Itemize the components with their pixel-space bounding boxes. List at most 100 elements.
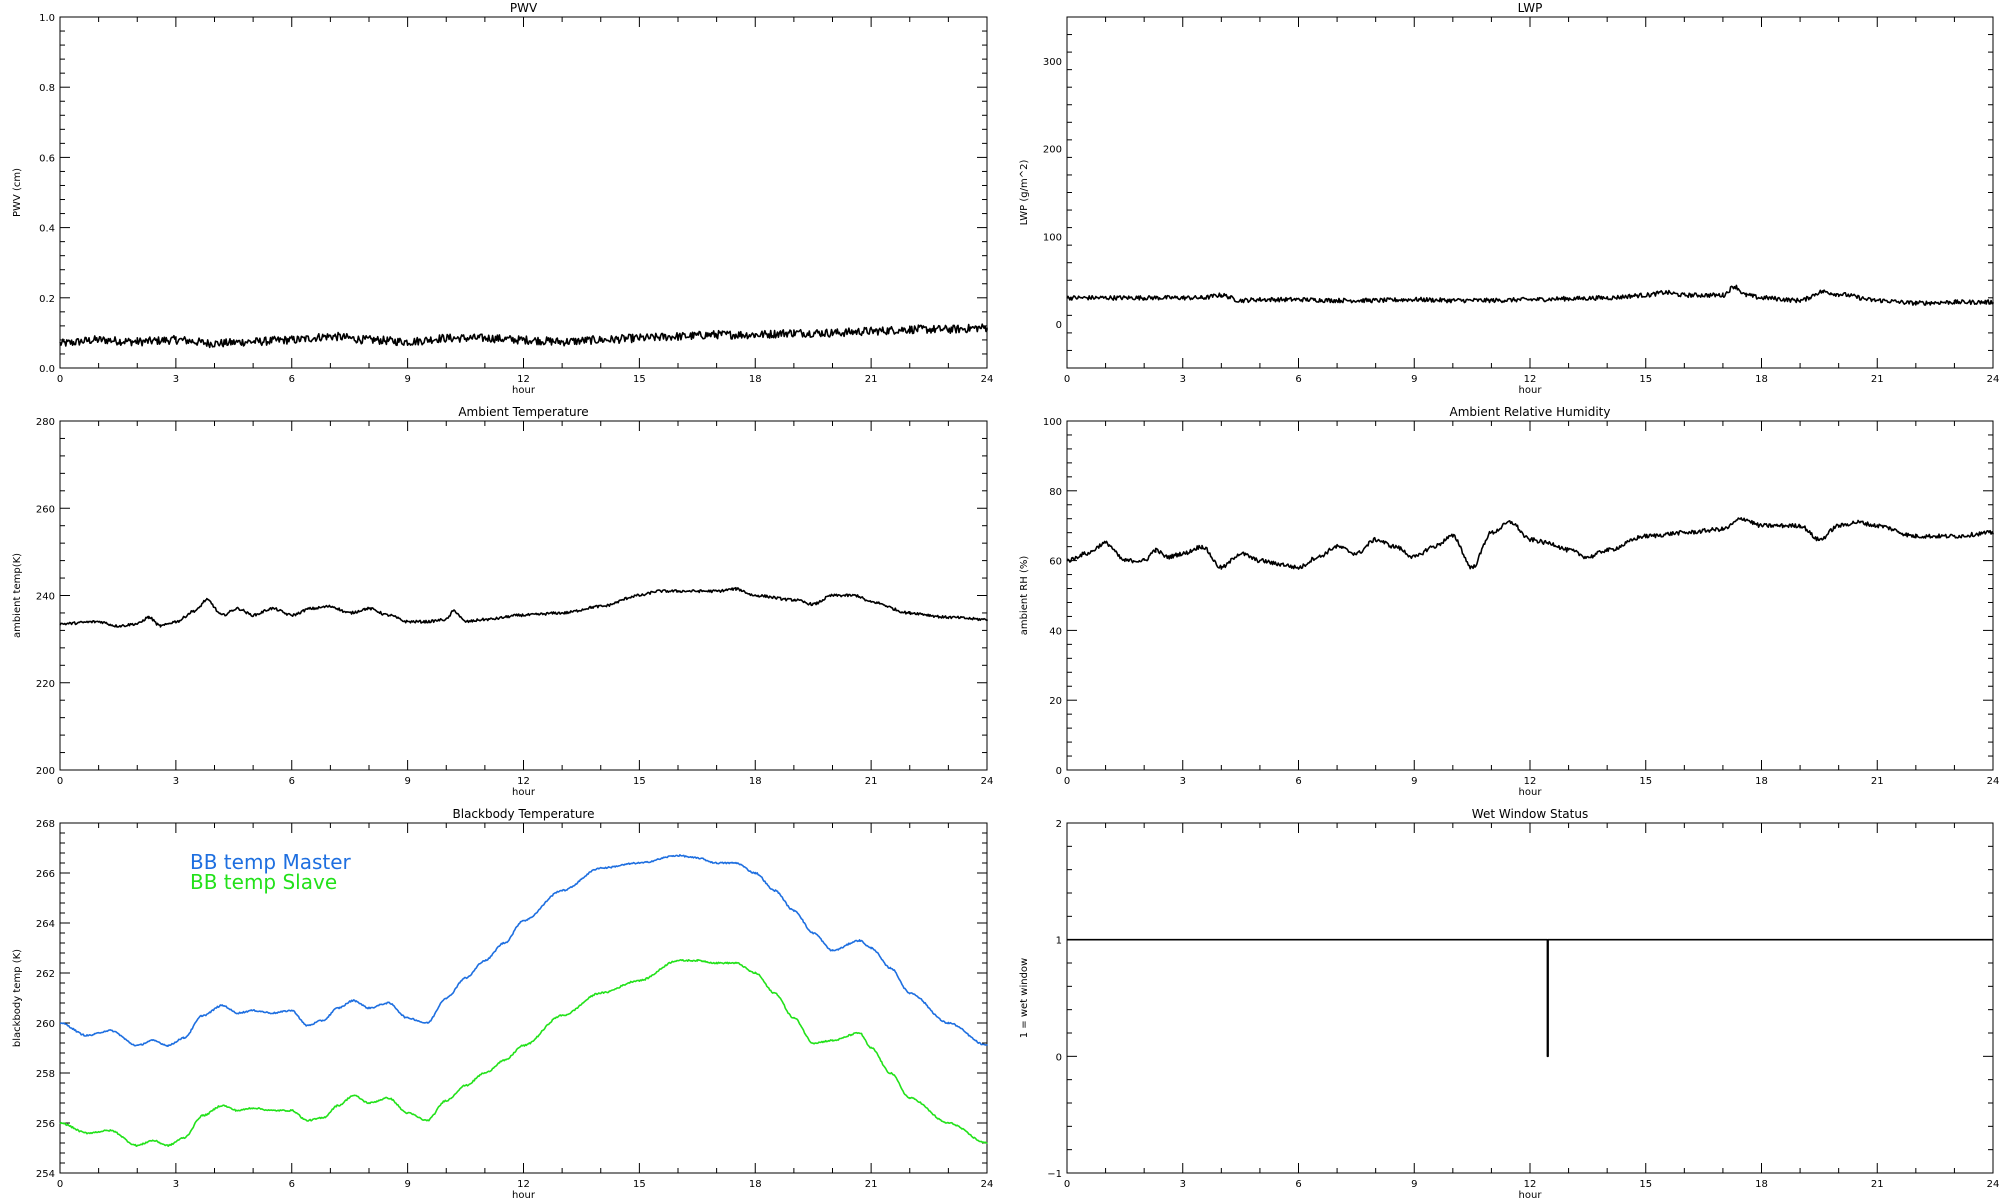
pwv-y-axis-label: PWV (cm) [12, 168, 23, 217]
blackbody-temp-series-line-1 [59, 854, 988, 1047]
ambient-rh-series-line-1 [1066, 517, 1994, 570]
lwp-x-tick-label: 24 [1987, 374, 2000, 385]
pwv-x-tick-label: 6 [289, 374, 295, 385]
wet-window-y-tick-label: 0 [1056, 1052, 1062, 1063]
ambient-rh-x-tick-label: 15 [1639, 776, 1652, 787]
wet-window-x-tick-label: 0 [1064, 1179, 1070, 1190]
blackbody-temp-x-tick-label: 21 [865, 1179, 878, 1190]
ambient-temp-y-axis-label: ambient temp(K) [12, 553, 23, 638]
pwv-y-tick-label: 0.0 [39, 364, 55, 375]
ambient-rh-title: Ambient Relative Humidity [1450, 405, 1611, 419]
blackbody-temp-y-tick-label: 264 [36, 919, 55, 930]
blackbody-temp-x-tick-label: 3 [173, 1179, 179, 1190]
ambient-rh-y-tick-label: 40 [1049, 626, 1062, 637]
ambient-temp-x-tick-label: 21 [865, 776, 878, 787]
wet-window-plot-frame [1066, 822, 1994, 1174]
ambient-temp-x-tick-label: 12 [517, 776, 530, 787]
wet-window-x-tick-label: 24 [1987, 1179, 2000, 1190]
wet-window-y-tick-label: 1 [1056, 936, 1062, 947]
lwp-panel: LWP hour LWP (g/m^2) 0 3 6 9 12 15 18 21 24 0 100 200 3… [1019, 1, 1999, 396]
blackbody-temp-x-tick-label: 9 [404, 1179, 410, 1190]
ambient-temp-series-line-1 [59, 586, 988, 628]
pwv-y-tick-label: 0.6 [39, 153, 55, 164]
ambient-rh-plot-frame [1066, 420, 1994, 771]
blackbody-temp-x-tick-label: 24 [981, 1179, 994, 1190]
ambient-temp-x-tick-label: 24 [981, 776, 994, 787]
blackbody-temp-series-line-2 [59, 959, 988, 1147]
wet-window-title: Wet Window Status [1472, 807, 1588, 821]
blackbody-temp-legend-entry-2: BB temp Slave [190, 870, 337, 894]
pwv-y-tick-label: 0.4 [39, 224, 55, 235]
wet-window-y-tick-label: 2 [1056, 819, 1062, 830]
blackbody-temp-x-axis-label: hour [512, 1190, 536, 1200]
ambient-rh-x-tick-label: 6 [1295, 776, 1301, 787]
lwp-series-line-1 [1066, 284, 1994, 306]
ambient-temp-title: Ambient Temperature [458, 405, 588, 419]
ambient-temp-y-tick-label: 220 [36, 679, 55, 690]
pwv-x-tick-label: 24 [981, 374, 994, 385]
ambient-rh-x-tick-label: 9 [1411, 776, 1417, 787]
wet-window-y-axis-label: 1 = wet window [1019, 958, 1030, 1038]
ambient-rh-y-tick-label: 0 [1056, 766, 1062, 777]
ambient-temp-x-axis-label: hour [512, 787, 536, 798]
wet-window-y-tick-label: −1 [1047, 1169, 1062, 1180]
wet-window-x-tick-label: 6 [1295, 1179, 1301, 1190]
pwv-x-tick-label: 12 [517, 374, 530, 385]
pwv-x-tick-label: 18 [749, 374, 762, 385]
blackbody-temp-x-tick-label: 12 [517, 1179, 530, 1190]
ambient-rh-y-tick-label: 80 [1049, 487, 1062, 498]
pwv-y-tick-label: 1.0 [39, 13, 55, 24]
pwv-x-tick-label: 3 [173, 374, 179, 385]
ambient-temp-x-tick-label: 9 [404, 776, 410, 787]
wet-window-series-line-1 [1067, 938, 1993, 1058]
blackbody-temp-y-tick-label: 266 [36, 869, 55, 880]
pwv-panel: PWV hour PWV (cm) 0 3 6 9 12 15 18 21 24 0.0 0.2 0.4 0.… [12, 1, 993, 396]
ambient-rh-y-tick-label: 20 [1049, 696, 1062, 707]
blackbody-temp-y-tick-label: 258 [36, 1069, 55, 1080]
pwv-x-tick-label: 9 [404, 374, 410, 385]
ambient-temp-y-tick-label: 240 [36, 592, 55, 603]
pwv-y-tick-label: 0.8 [39, 83, 55, 94]
wet-window-x-tick-label: 21 [1871, 1179, 1884, 1190]
blackbody-temp-x-tick-label: 0 [57, 1179, 63, 1190]
lwp-y-tick-label: 200 [1043, 145, 1062, 156]
blackbody-temp-y-tick-label: 254 [36, 1169, 55, 1180]
ambient-temp-x-tick-label: 0 [57, 776, 63, 787]
pwv-x-tick-label: 21 [865, 374, 878, 385]
lwp-y-tick-label: 0 [1056, 320, 1062, 331]
ambient-temp-y-tick-label: 260 [36, 504, 55, 515]
wet-window-x-tick-label: 15 [1639, 1179, 1652, 1190]
wet-window-x-axis-label: hour [1519, 1190, 1543, 1200]
ambient-temp-y-tick-label: 280 [36, 417, 55, 428]
ambient-temp-x-tick-label: 3 [173, 776, 179, 787]
lwp-x-tick-label: 3 [1180, 374, 1186, 385]
pwv-plot-frame [59, 16, 988, 369]
ambient-rh-x-tick-label: 18 [1755, 776, 1768, 787]
pwv-x-tick-label: 0 [57, 374, 63, 385]
ambient-temp-panel: Ambient Temperature hour ambient temp(K) 0 3… [12, 405, 993, 798]
lwp-x-tick-label: 18 [1755, 374, 1768, 385]
blackbody-temp-y-tick-label: 262 [36, 969, 55, 980]
ambient-rh-x-axis-label: hour [1519, 787, 1543, 798]
ambient-rh-panel: Ambient Relative Humidity hour ambient RH … [1019, 405, 1999, 798]
ambient-rh-y-axis-label: ambient RH (%) [1019, 556, 1030, 636]
lwp-x-tick-label: 6 [1295, 374, 1301, 385]
ambient-rh-x-tick-label: 12 [1524, 776, 1537, 787]
blackbody-temp-x-tick-label: 15 [633, 1179, 646, 1190]
lwp-y-tick-label: 300 [1043, 57, 1062, 68]
lwp-x-axis-label: hour [1519, 385, 1543, 396]
lwp-x-tick-label: 0 [1064, 374, 1070, 385]
blackbody-temp-y-tick-label: 268 [36, 819, 55, 830]
ambient-temp-x-tick-label: 15 [633, 776, 646, 787]
wet-window-panel: Wet Window Status hour 1 = wet window 0 3 6 9 1… [1019, 807, 1999, 1200]
pwv-x-axis-label: hour [512, 385, 536, 396]
pwv-x-tick-label: 15 [633, 374, 646, 385]
blackbody-temp-y-axis-label: blackbody temp (K) [12, 949, 23, 1047]
lwp-y-tick-label: 100 [1043, 232, 1062, 243]
ambient-temp-x-tick-label: 18 [749, 776, 762, 787]
ambient-rh-x-tick-label: 24 [1987, 776, 2000, 787]
ambient-rh-x-tick-label: 21 [1871, 776, 1884, 787]
blackbody-temp-y-tick-label: 260 [36, 1019, 55, 1030]
wet-window-x-tick-label: 18 [1755, 1179, 1768, 1190]
